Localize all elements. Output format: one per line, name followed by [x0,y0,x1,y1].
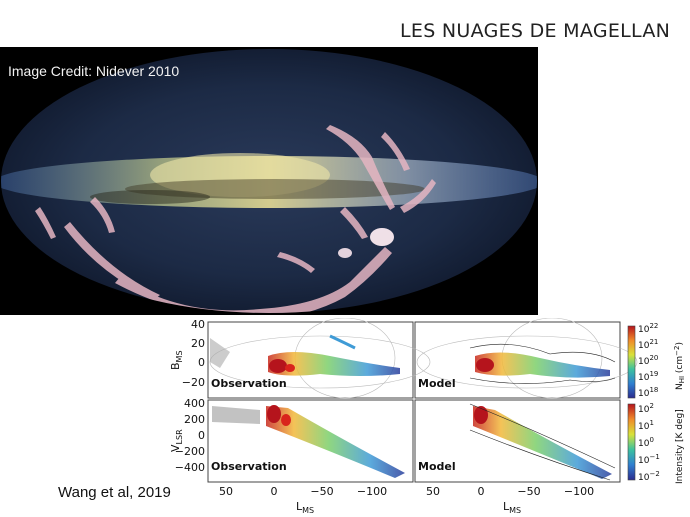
bottom-y-tick: −400 [175,461,205,474]
colorbar-bottom-ticks: 102 101 100 10−1 10−2 [638,402,660,483]
colorbar-top-tick: 1020 [638,354,658,367]
colorbar-bottom-tick: 101 [638,419,654,432]
milky-way-core [150,153,330,197]
magellanic-stream [35,125,436,313]
colorbar-top-ticks: 1022 1021 1020 1019 1018 [638,322,658,399]
top-y-tick: 40 [191,318,205,331]
x-tick: 0 [271,485,278,498]
slide-title: LES NUAGES DE MAGELLAN [400,20,671,42]
colorbar-bottom [627,403,636,481]
top-y-tick: 20 [191,337,205,350]
x-tick: 50 [219,485,233,498]
observation-velocity-map [212,405,405,478]
x-axis-label-left: LMS [296,500,314,515]
model-velocity-map [469,403,616,481]
top-y-axis-label: BMS [170,350,184,370]
x-tick: −100 [357,485,387,498]
panel-label-bottom-right: Model [418,460,456,473]
bottom-y-axis-label: VLSR [170,429,184,452]
colorbar-top-tick: 1019 [638,370,658,383]
x-axis-label-right: LMS [503,500,521,515]
sky-map-svg [1,49,537,313]
magellanic-stream-sky-image: Image Credit: Nidever 2010 [0,47,538,315]
colorbar-bottom-tick: 10−2 [638,470,660,483]
colorbar-top-tick: 1022 [638,322,658,335]
small-magellanic-cloud [338,248,352,258]
panel-label-top-left: Observation [211,377,287,390]
observation-column-density-map [210,334,400,376]
colorbar-top-tick: 1021 [638,338,658,351]
x-ticks-left: 50 0 −50 −100 [219,485,387,498]
bottom-y-tick: 400 [184,397,205,410]
x-tick: −50 [310,485,333,498]
image-credit: Image Credit: Nidever 2010 [8,63,180,79]
x-tick: −50 [517,485,540,498]
colorbar-bottom-tick: 102 [638,402,654,415]
citation: Wang et al, 2019 [58,484,171,501]
bottom-y-tick: 0 [198,429,205,442]
colorbar-top-label: NHI (cm−2) [673,342,686,390]
x-tick: 0 [478,485,485,498]
x-tick: −100 [564,485,594,498]
top-y-ticks: 40 20 0 −20 [182,318,205,389]
bottom-y-tick: −200 [175,445,205,458]
model-column-density-map [469,343,616,384]
panel-label-top-right: Model [418,377,456,390]
figure-svg: Observation Model Observation Model 40 2… [170,318,686,515]
bottom-y-ticks: 400 200 0 −200 −400 [175,397,205,474]
colorbar-top [627,325,636,399]
colorbar-top-tick: 1018 [638,386,658,399]
top-y-tick: 0 [198,356,205,369]
x-ticks-right: 50 0 −50 −100 [426,485,594,498]
panel-label-bottom-left: Observation [211,460,287,473]
bottom-y-tick: 200 [184,413,205,426]
top-y-tick: −20 [182,376,205,389]
stream-observation-model-figure: Observation Model Observation Model 40 2… [170,318,690,517]
colorbar-bottom-label: Intensity [K deg] [675,409,685,484]
x-tick: 50 [426,485,440,498]
large-magellanic-cloud [370,228,394,246]
colorbar-bottom-tick: 100 [638,436,654,449]
colorbar-bottom-tick: 10−1 [638,453,660,466]
